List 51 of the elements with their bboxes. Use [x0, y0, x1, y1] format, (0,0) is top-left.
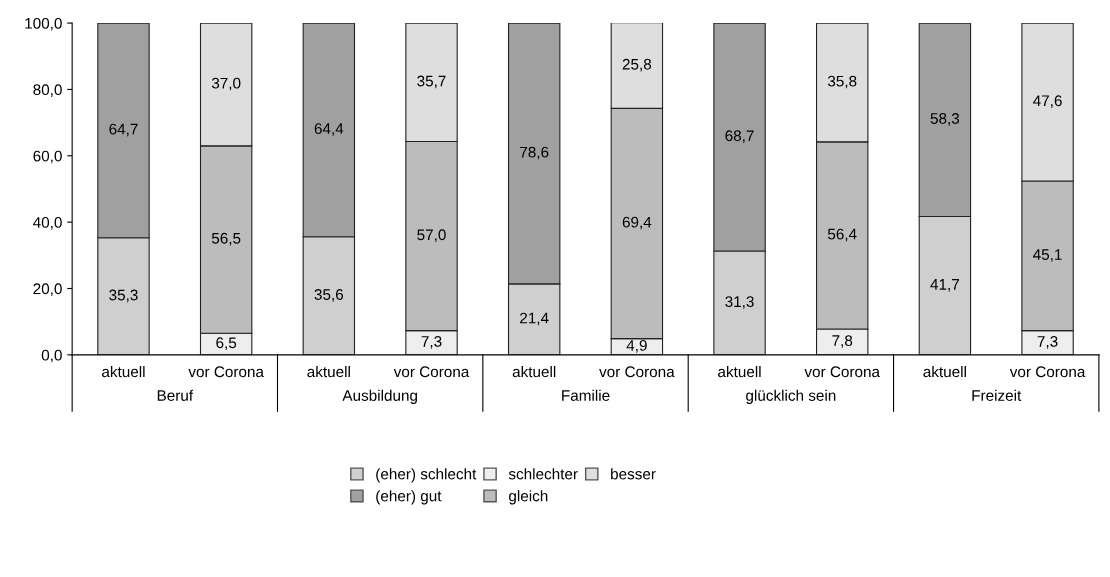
data-label: 56,4	[827, 228, 857, 242]
data-label: 21,4	[520, 312, 549, 326]
text: Freizeit	[972, 389, 1022, 401]
data-label: 25,8	[622, 58, 652, 72]
data-label: 35,8	[827, 75, 857, 89]
x-tick-label: vor Corona	[188, 366, 264, 378]
x-tick-label: vor Corona	[804, 366, 880, 378]
data-label: 58,3	[930, 113, 960, 126]
data-label: 64,7	[109, 123, 138, 137]
data-label: 41,7	[930, 279, 959, 292]
data-label: 4,9	[626, 340, 647, 353]
y-tick-label: 80,0	[33, 84, 62, 97]
data-label: 35,3	[109, 289, 138, 303]
y-tick-label: 100,0	[25, 17, 62, 31]
y-tick-label: 60,0	[33, 150, 62, 164]
legend-label: (eher) gut	[376, 490, 442, 505]
data-label: 7,3	[421, 336, 442, 349]
data-label: 7,8	[832, 335, 853, 348]
x-tick-label: aktuell	[102, 365, 145, 378]
data-label: 47,6	[1033, 95, 1062, 108]
data-label: 45,1	[1033, 249, 1062, 262]
legend-label: schlechter	[508, 468, 578, 480]
legend-label: (eher) schlecht	[376, 468, 477, 483]
x-tick-label: aktuell	[923, 365, 966, 378]
legend-label: gleich	[509, 490, 548, 505]
data-label: 56,5	[211, 232, 241, 246]
data-label: 35,7	[417, 75, 446, 89]
text: Ausbildung	[342, 389, 417, 404]
text: Beruf	[157, 389, 194, 401]
x-tick-label: vor Corona	[599, 366, 675, 378]
x-tick-label: aktuell	[307, 365, 350, 378]
x-tick-label: aktuell	[718, 365, 761, 378]
data-label: 31,3	[725, 296, 754, 309]
x-tick-label: aktuell	[512, 365, 556, 378]
x-tick-label: vor Corona	[393, 366, 470, 378]
y-tick-label: 0,0	[41, 349, 62, 363]
legend-label: besser	[611, 468, 656, 480]
text: glücklich sein	[746, 389, 836, 404]
data-label: 78,6	[520, 146, 549, 160]
data-label: 37,0	[211, 77, 241, 91]
y-tick-label: 40,0	[33, 217, 62, 230]
y-tick-label: 20,0	[33, 283, 62, 296]
data-label: 64,4	[314, 123, 344, 136]
data-label: 35,6	[314, 289, 344, 302]
data-label: 68,7	[725, 130, 754, 143]
data-label: 6,5	[216, 337, 237, 350]
data-label: 69,4	[622, 216, 652, 230]
text: Familie	[562, 389, 610, 401]
data-label: 7,3	[1037, 336, 1058, 349]
x-tick-label: vor Corona	[1009, 366, 1086, 378]
data-label: 57,0	[417, 229, 446, 242]
